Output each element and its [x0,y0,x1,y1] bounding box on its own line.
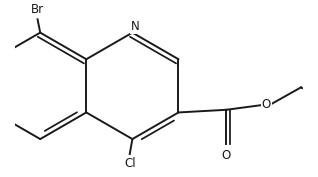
Text: N: N [131,20,139,33]
Text: Br: Br [31,3,44,16]
Text: Cl: Cl [124,157,135,170]
Text: O: O [222,149,231,162]
Text: O: O [262,98,271,111]
